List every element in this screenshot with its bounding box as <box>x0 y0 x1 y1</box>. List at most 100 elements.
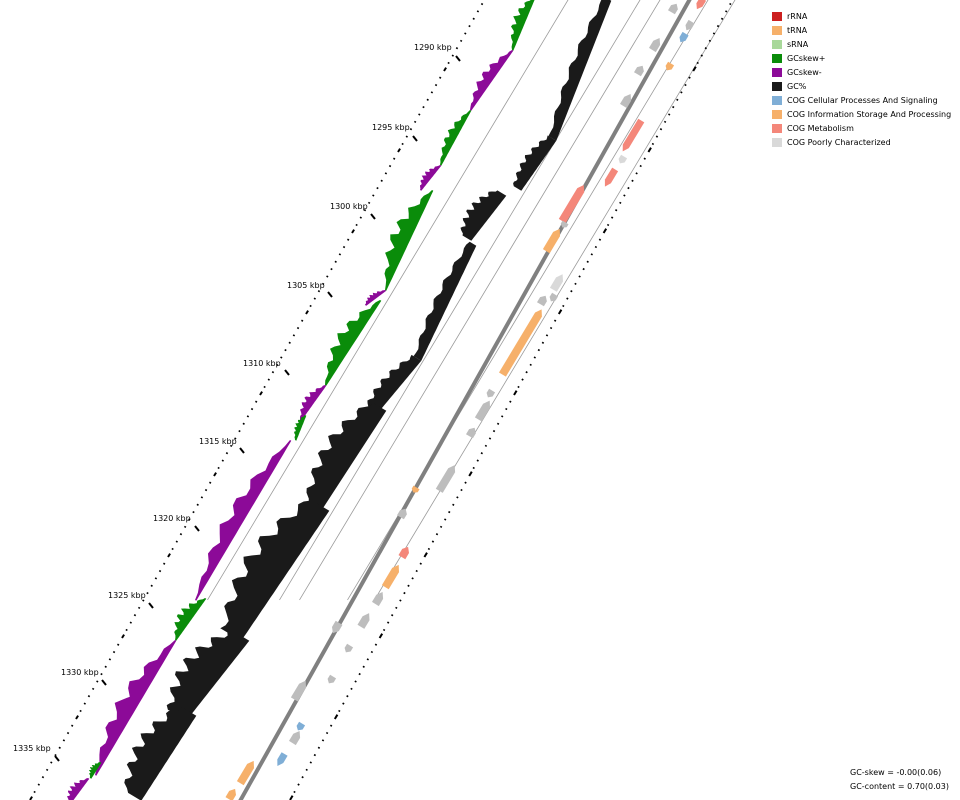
cds-arrow <box>679 31 689 43</box>
outer-tick-ring <box>29 2 484 800</box>
minor-tick <box>204 488 208 492</box>
minor-tick <box>338 253 342 256</box>
minor-tick <box>362 665 365 668</box>
minor-tick <box>292 334 296 337</box>
cds-arrow <box>381 564 399 590</box>
minor-tick <box>399 599 402 602</box>
track-line <box>299 0 661 601</box>
cds-arrow <box>649 38 661 53</box>
gc-skew-positive-segment <box>510 0 535 51</box>
minor-tick <box>142 599 145 602</box>
gc-content-stat: GC-content = 0.70(0.03) <box>850 782 949 791</box>
cds-arrow <box>542 228 560 254</box>
minor-tick <box>712 32 716 35</box>
minor-tick <box>376 186 379 190</box>
minor-tick <box>175 540 178 543</box>
minor-tick <box>196 503 199 506</box>
gc-skew-positive-segment <box>384 190 434 291</box>
minor-tick <box>720 17 724 20</box>
minor-tick <box>615 209 618 212</box>
major-tick <box>351 229 355 234</box>
cds-arrow <box>411 485 420 493</box>
minor-tick <box>200 496 204 499</box>
gc-skew-negative-segment <box>470 50 514 111</box>
cds-arrow <box>622 118 645 152</box>
legend-label: sRNA <box>787 39 809 49</box>
minor-tick <box>704 47 707 50</box>
minor-tick <box>419 562 422 565</box>
legend-item-gcskew-plus: GCskew+ <box>772 51 951 65</box>
tick-label-1290: 1290 kbp <box>414 43 452 52</box>
minor-tick <box>246 415 250 418</box>
legend-item-gc-percent: GC% <box>772 79 951 93</box>
minor-tick <box>117 643 120 646</box>
major-tick <box>167 553 171 558</box>
minor-tick <box>472 17 475 20</box>
minor-tick <box>350 687 353 690</box>
major-tick <box>423 552 428 558</box>
track-line <box>374 0 736 601</box>
minor-tick <box>427 547 431 551</box>
minor-tick <box>716 24 720 28</box>
minor-tick <box>708 39 712 42</box>
minor-tick <box>480 2 484 6</box>
tick-labels: 1290 kbp 1295 kbp 1300 kbp 1305 kbp 1310… <box>13 43 452 753</box>
minor-tick <box>521 378 524 381</box>
minor-tick <box>492 429 496 433</box>
legend-item-srna: sRNA <box>772 37 951 51</box>
minor-tick <box>309 304 312 308</box>
minor-tick <box>342 702 345 705</box>
minor-tick <box>125 628 128 632</box>
minor-tick <box>610 216 614 219</box>
major-tick <box>557 309 563 315</box>
minor-tick <box>725 10 728 13</box>
minor-tick <box>297 783 300 786</box>
tick-label-1305: 1305 kbp <box>287 281 325 290</box>
minor-tick <box>255 400 258 403</box>
minor-tick <box>384 172 388 175</box>
legend-item-trna: tRNA <box>772 23 951 37</box>
minor-tick <box>234 437 237 440</box>
minor-tick <box>439 525 443 528</box>
cds-arrow <box>620 94 632 109</box>
cds-arrow <box>296 721 306 731</box>
gc-content-segment <box>513 135 557 191</box>
minor-tick <box>407 584 410 587</box>
minor-tick <box>529 363 532 366</box>
minor-tick <box>635 172 638 175</box>
minor-tick <box>346 695 349 698</box>
minor-tick <box>455 47 459 50</box>
minor-tick <box>434 83 438 87</box>
label-tick <box>455 55 461 62</box>
major-tick <box>647 147 652 153</box>
minor-tick <box>108 658 112 661</box>
minor-tick <box>451 54 454 57</box>
minor-tick <box>188 518 191 521</box>
cds-arrow <box>474 400 490 422</box>
minor-tick <box>663 120 667 123</box>
minor-tick <box>33 790 36 794</box>
minor-tick <box>391 614 394 617</box>
minor-tick <box>293 790 296 794</box>
minor-tick <box>321 739 325 742</box>
gc-content-segment <box>460 190 507 241</box>
cds-arrow <box>668 3 678 15</box>
legend-swatch <box>772 81 782 91</box>
minor-tick <box>296 326 300 330</box>
gc-content-segment <box>413 241 477 361</box>
minor-tick <box>317 746 321 749</box>
minor-tick <box>79 709 82 713</box>
cds-arrow <box>372 592 384 607</box>
minor-tick <box>562 304 565 308</box>
minor-tick <box>284 348 287 352</box>
label-tick <box>327 291 333 298</box>
minor-tick <box>484 444 488 447</box>
minor-tick <box>301 776 304 779</box>
cds-arrow <box>549 292 559 302</box>
minor-tick <box>366 658 369 661</box>
gc-content-segment <box>548 0 612 141</box>
gc-skew-stat: GC-skew = -0.00(0.06) <box>850 768 942 777</box>
minor-tick <box>668 113 671 116</box>
gc-content-segment <box>124 706 197 800</box>
